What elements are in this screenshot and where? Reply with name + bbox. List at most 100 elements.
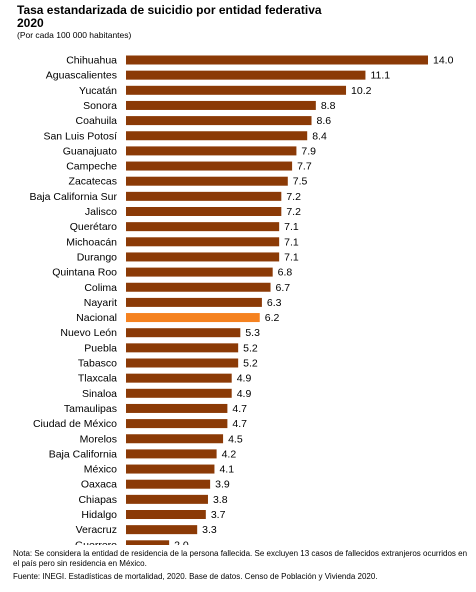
source-note: Fuente: INEGI. Estadísticas de mortalida… (13, 572, 378, 581)
value-label: 6.3 (267, 297, 282, 309)
value-label: 7.7 (297, 161, 312, 173)
bar (126, 403, 228, 413)
bar (126, 237, 280, 247)
bar (126, 55, 428, 65)
category-label: Ciudad de México (33, 418, 117, 430)
chart-title-line2: 2020 (17, 16, 44, 30)
bar (126, 328, 241, 338)
bar (126, 373, 232, 383)
category-label: Querétaro (70, 221, 117, 233)
category-label: Tlaxcala (78, 373, 117, 385)
bar (126, 85, 347, 95)
value-label: 7.9 (301, 145, 316, 157)
category-label: Chiapas (78, 494, 117, 506)
chart-title-line1: Tasa estandarizada de suicidio por entid… (17, 3, 322, 17)
value-label: 4.7 (232, 418, 247, 430)
value-label: 7.5 (293, 176, 308, 188)
value-label: 10.2 (351, 85, 372, 97)
value-label: 8.6 (317, 115, 332, 127)
bar (126, 479, 211, 489)
bar (126, 146, 297, 156)
category-label: Nacional (76, 312, 117, 324)
footnote: Nota: Se considera la entidad de residen… (13, 549, 468, 568)
bar-highlight (126, 313, 260, 323)
bar (126, 131, 308, 141)
value-label: 6.2 (265, 312, 280, 324)
bar (126, 510, 206, 519)
category-label: Guanajuato (63, 145, 117, 157)
bar (126, 191, 282, 201)
bar (126, 358, 239, 368)
category-label: Durango (77, 251, 117, 263)
category-label: Guerrero (75, 539, 117, 545)
category-label: Nayarit (84, 297, 117, 309)
value-label: 6.8 (278, 267, 293, 279)
bar (126, 449, 217, 459)
category-label: Quintana Roo (52, 267, 117, 279)
value-label: 14.0 (433, 55, 454, 67)
bar (126, 267, 273, 277)
value-label: 3.8 (213, 494, 228, 506)
value-label: 5.2 (243, 358, 258, 370)
category-label: Tamaulipas (64, 403, 117, 415)
bar (126, 434, 224, 444)
value-label: 3.9 (215, 479, 230, 491)
bar (126, 343, 239, 353)
category-label: Aguascalientes (46, 70, 117, 82)
value-label: 4.1 (219, 464, 234, 476)
value-label: 4.5 (228, 433, 243, 445)
value-label: 8.4 (312, 130, 327, 142)
category-label: Sinaloa (82, 388, 117, 400)
bar (126, 494, 208, 504)
value-label: 7.2 (286, 191, 301, 203)
value-label: 11.1 (370, 70, 390, 82)
category-label: Michoacán (66, 236, 117, 248)
value-label: 4.9 (237, 373, 252, 385)
bar (126, 207, 282, 216)
value-label: 5.2 (243, 342, 258, 354)
bar (126, 100, 316, 110)
bar (126, 252, 280, 262)
bar (126, 70, 366, 80)
chart-subtitle: (Por cada 100 000 habitantes) (17, 30, 132, 40)
bar (126, 464, 215, 474)
category-label: Colima (84, 282, 117, 294)
value-label: 7.1 (284, 236, 299, 248)
category-label: Morelos (80, 433, 117, 445)
bar-chart: Chihuahua 14.0 Aguascalientes 11.1 Yucatán 10… (29, 55, 454, 545)
bar (126, 282, 271, 292)
bar (126, 161, 293, 171)
category-label: Veracruz (76, 524, 117, 536)
category-label: Chihuahua (66, 55, 117, 67)
chart-title: Tasa estandarizada de suicidio por entid… (17, 4, 322, 30)
category-label: Coahuila (76, 115, 118, 127)
category-label: Nuevo León (60, 327, 117, 339)
value-label: 3.3 (202, 524, 217, 536)
value-label: 8.8 (321, 100, 336, 112)
value-label: 7.2 (286, 206, 301, 218)
value-label: 4.2 (222, 448, 237, 460)
bar (126, 176, 288, 186)
category-label: Baja California Sur (29, 191, 117, 203)
value-label: 7.1 (284, 221, 299, 233)
value-label: 7.1 (284, 251, 299, 263)
category-label: Baja California (49, 448, 117, 460)
category-label: Jalisco (85, 206, 117, 218)
category-label: Tabasco (78, 358, 117, 370)
bar (126, 116, 312, 126)
category-label: San Luis Potosí (43, 130, 117, 142)
bar (126, 540, 170, 545)
value-label: 4.9 (237, 388, 252, 400)
category-label: México (84, 464, 117, 476)
bar (126, 388, 232, 398)
value-label: 6.7 (276, 282, 291, 294)
category-label: Puebla (84, 342, 117, 354)
category-label: Oaxaca (81, 479, 117, 491)
bar (126, 222, 280, 232)
category-label: Zacatecas (69, 176, 117, 188)
category-label: Yucatán (79, 85, 117, 97)
category-label: Sonora (83, 100, 117, 112)
bar (126, 419, 228, 429)
value-label: 5.3 (245, 327, 260, 339)
category-label: Campeche (66, 161, 117, 173)
